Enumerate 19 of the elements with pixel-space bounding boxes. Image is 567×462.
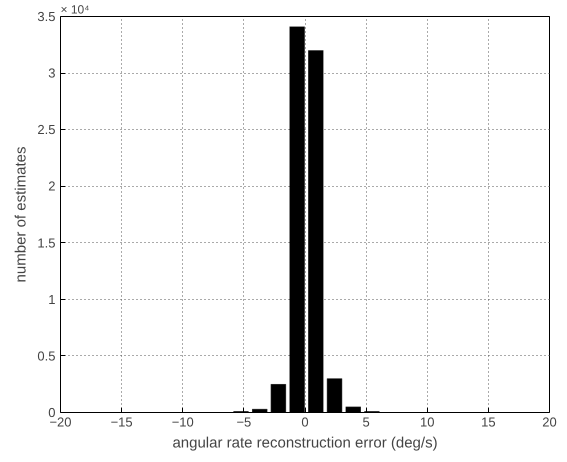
y-tick-label: 2.5 (37, 122, 56, 138)
x-tick-label: 15 (481, 414, 496, 430)
y-tick-label: 1 (48, 292, 56, 307)
x-tick-label: −10 (172, 414, 194, 430)
y-tick-label: 3.5 (37, 9, 56, 24)
y-tick-label: 0.5 (37, 348, 56, 364)
y-tick-label: 2 (48, 178, 56, 194)
y-tick-label: 3 (48, 66, 56, 81)
x-tick-label: −15 (110, 414, 133, 430)
y-tick-label: 0 (48, 405, 56, 420)
x-tick-label: −5 (236, 414, 252, 430)
x-tick-label: 5 (362, 414, 370, 430)
y-tick-label: 1.5 (37, 235, 56, 250)
x-tick-label: 0 (301, 414, 309, 430)
x-tick-label: 20 (542, 414, 557, 430)
text: × 10⁴ (60, 2, 90, 16)
x-tick-label: 10 (420, 414, 434, 430)
x-axis-title: angular rate reconstruction error (deg/s) (172, 434, 438, 452)
y-axis-title: number of estimates (12, 146, 30, 282)
